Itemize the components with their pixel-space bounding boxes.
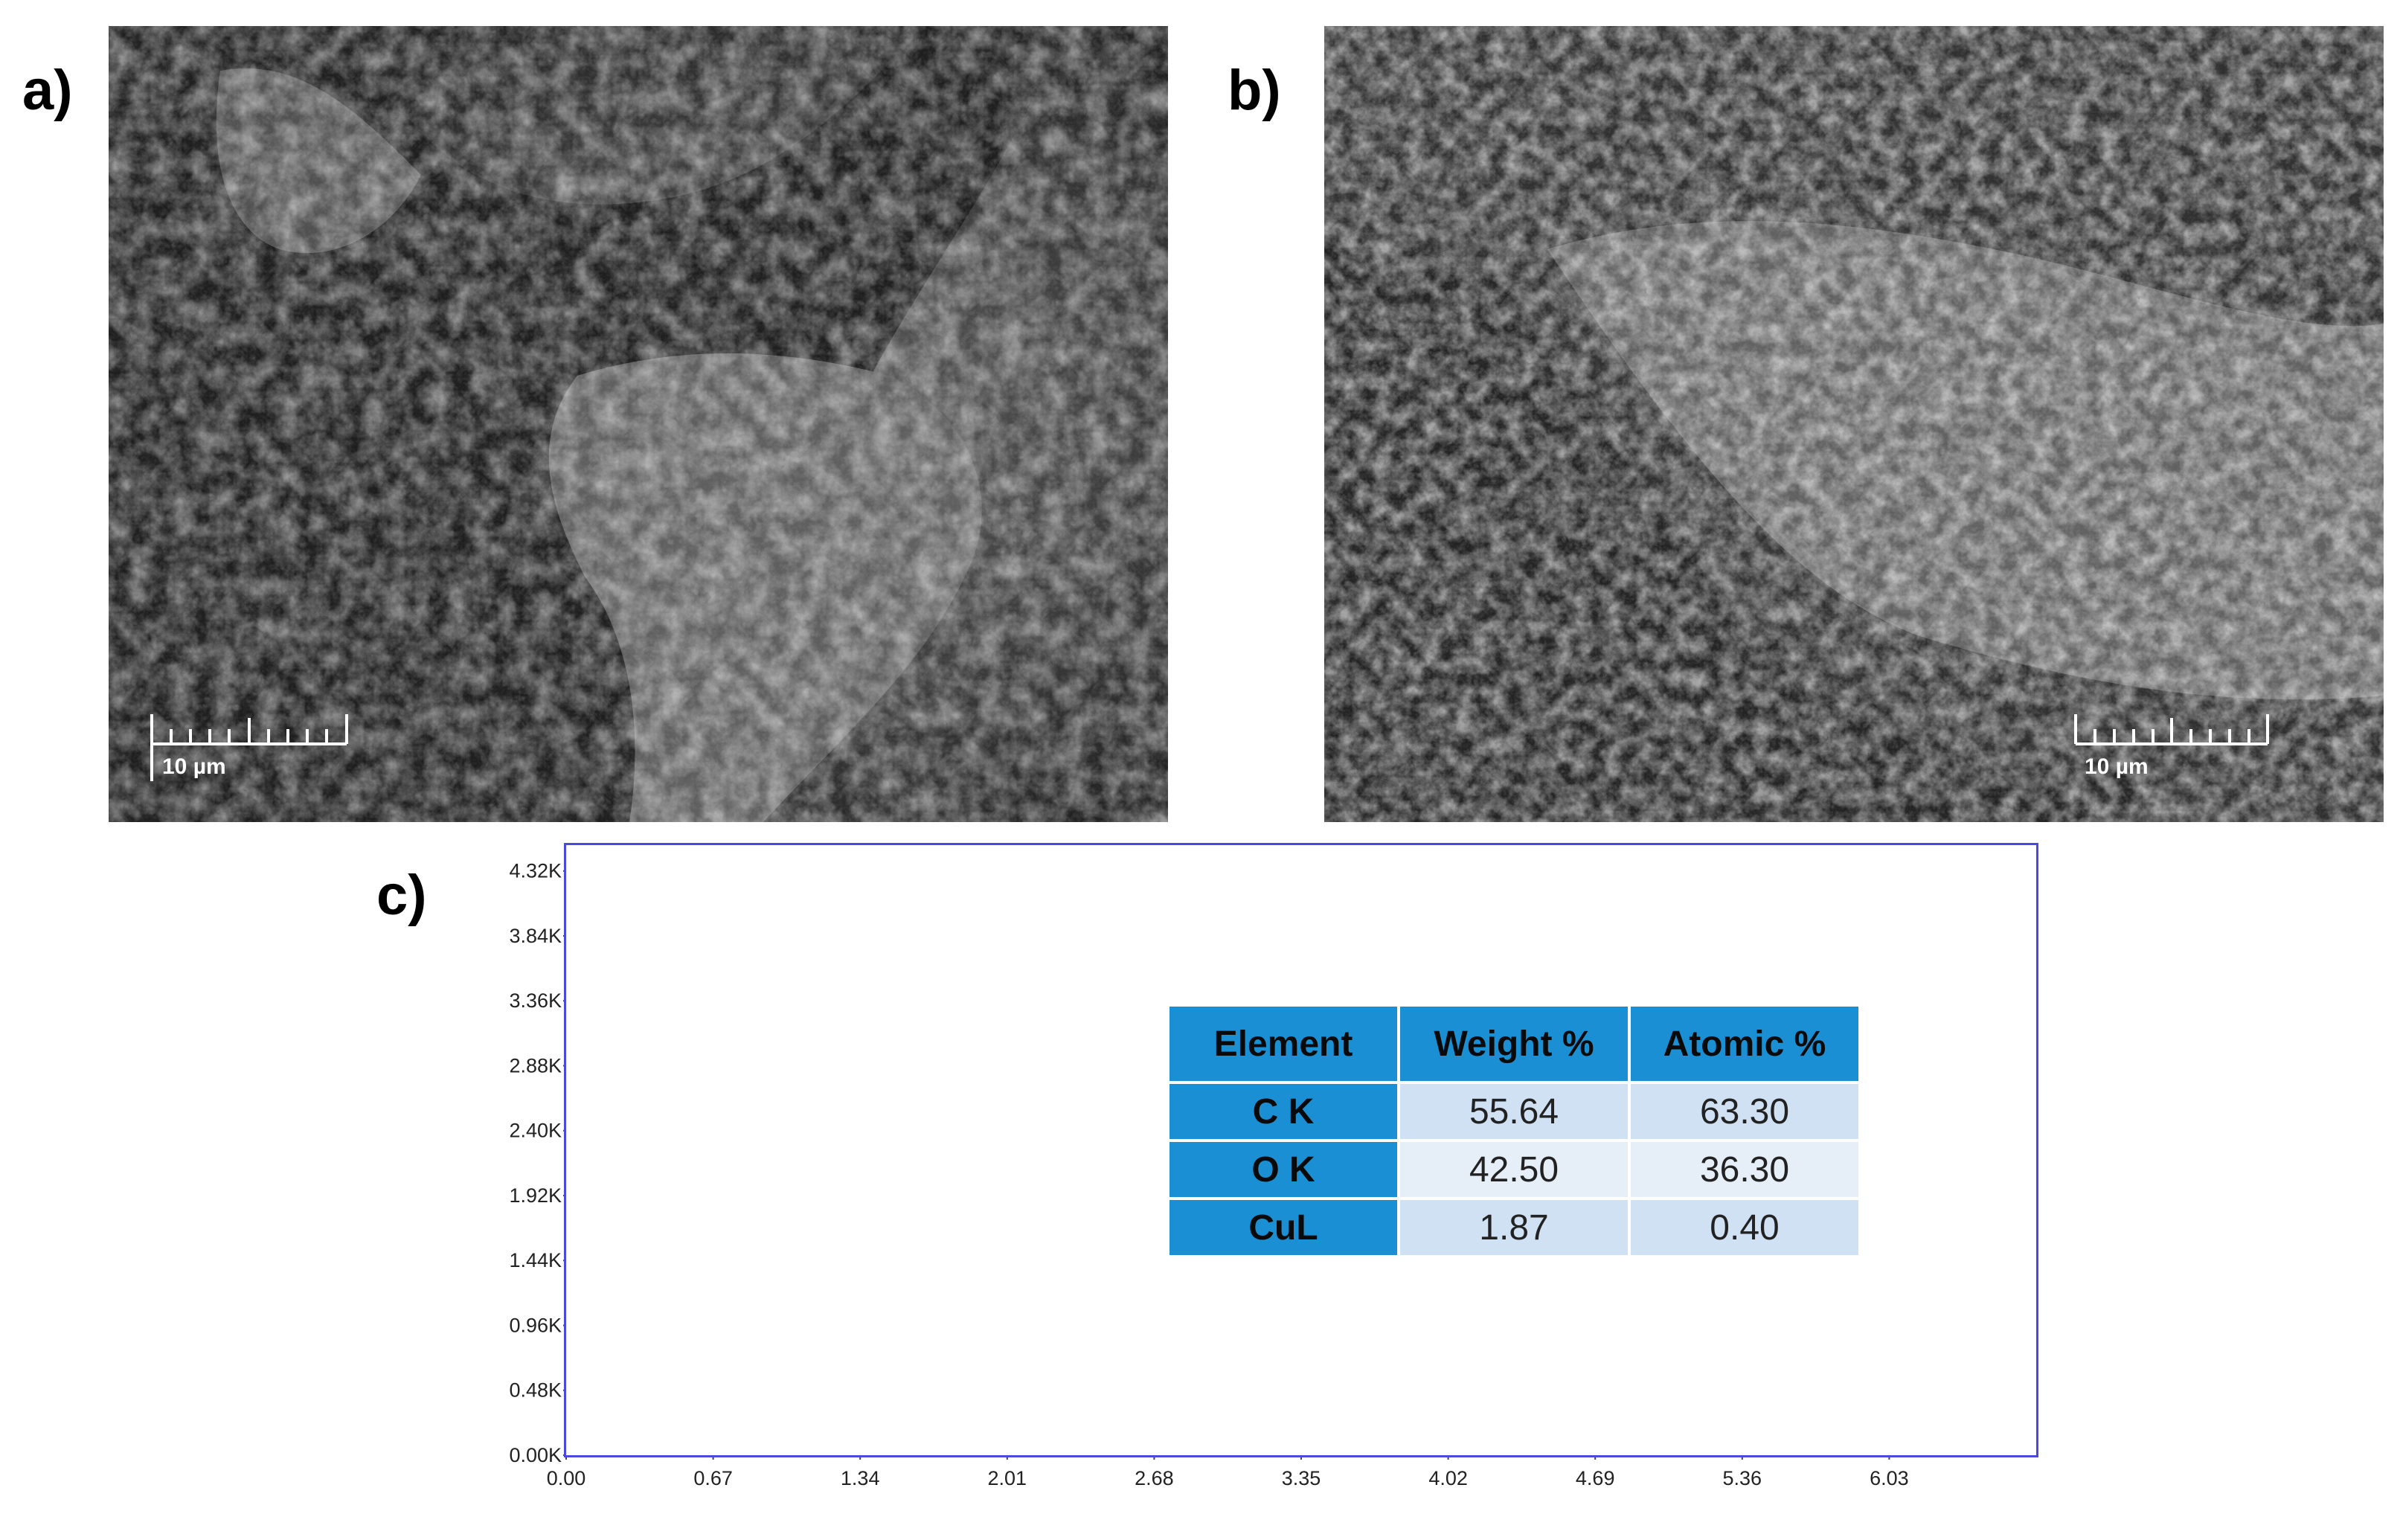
scale-bar-label-a: 10 µm xyxy=(162,754,226,779)
composition-table: Element Weight % Atomic % C K 55.64 63.3… xyxy=(1167,1004,1861,1258)
cell-element: CuL xyxy=(1167,1197,1400,1258)
y-tick-label: 4.32K xyxy=(509,860,562,882)
scale-bar-b xyxy=(2074,714,2269,745)
panel-label-b: b) xyxy=(1228,59,1281,122)
table-header-row: Element Weight % Atomic % xyxy=(1167,1004,1861,1084)
sem-texture-a: 10 µm xyxy=(109,26,1168,822)
cell-atomic: 63.30 xyxy=(1628,1081,1861,1142)
cell-atomic: 36.30 xyxy=(1628,1139,1861,1200)
x-tick-label: 0.67 xyxy=(693,1467,733,1489)
x-tick-label: 3.35 xyxy=(1282,1467,1321,1489)
y-tick-label: 3.36K xyxy=(509,989,562,1012)
x-tick-label: 2.68 xyxy=(1135,1467,1174,1489)
cell-element: O K xyxy=(1167,1139,1400,1200)
table-row: C K 55.64 63.30 xyxy=(1167,1081,1861,1142)
x-tick-label: 2.01 xyxy=(988,1467,1027,1489)
x-tick-label: 6.03 xyxy=(1870,1467,1909,1489)
y-tick-label: 2.40K xyxy=(509,1120,562,1142)
header-weight: Weight % xyxy=(1397,1004,1631,1084)
y-tick-label: 0.48K xyxy=(509,1379,562,1402)
y-tick-label: 0.00K xyxy=(509,1444,562,1466)
sem-image-a: 10 µm xyxy=(109,26,1168,822)
cell-atomic: 0.40 xyxy=(1628,1197,1861,1258)
header-atomic: Atomic % xyxy=(1628,1004,1861,1084)
scale-bar-a xyxy=(150,714,348,781)
x-tick-label: 1.34 xyxy=(841,1467,880,1489)
cell-weight: 55.64 xyxy=(1397,1081,1631,1142)
sem-texture-b: 10 µm xyxy=(1324,26,2384,822)
cell-weight: 42.50 xyxy=(1397,1139,1631,1200)
table-row: O K 42.50 36.30 xyxy=(1167,1139,1861,1200)
y-tick-label: 0.96K xyxy=(509,1314,562,1336)
cell-element: C K xyxy=(1167,1081,1400,1142)
panel-label-c: c) xyxy=(376,864,427,927)
header-element: Element xyxy=(1167,1004,1400,1084)
y-tick-label: 3.84K xyxy=(509,925,562,947)
y-tick-label: 1.44K xyxy=(509,1249,562,1271)
x-tick-label: 4.02 xyxy=(1428,1467,1468,1489)
table-row: CuL 1.87 0.40 xyxy=(1167,1197,1861,1258)
y-tick-label: 1.92K xyxy=(509,1184,562,1207)
x-tick-label: 5.36 xyxy=(1723,1467,1762,1489)
scale-bar-label-b: 10 µm xyxy=(2085,754,2149,779)
panel-label-a: a) xyxy=(22,59,73,122)
y-tick-label: 2.88K xyxy=(509,1054,562,1077)
sem-image-b: 10 µm xyxy=(1324,26,2384,822)
x-tick-label: 0.00 xyxy=(547,1467,586,1489)
x-tick-label: 4.69 xyxy=(1576,1467,1615,1489)
cell-weight: 1.87 xyxy=(1397,1197,1631,1258)
